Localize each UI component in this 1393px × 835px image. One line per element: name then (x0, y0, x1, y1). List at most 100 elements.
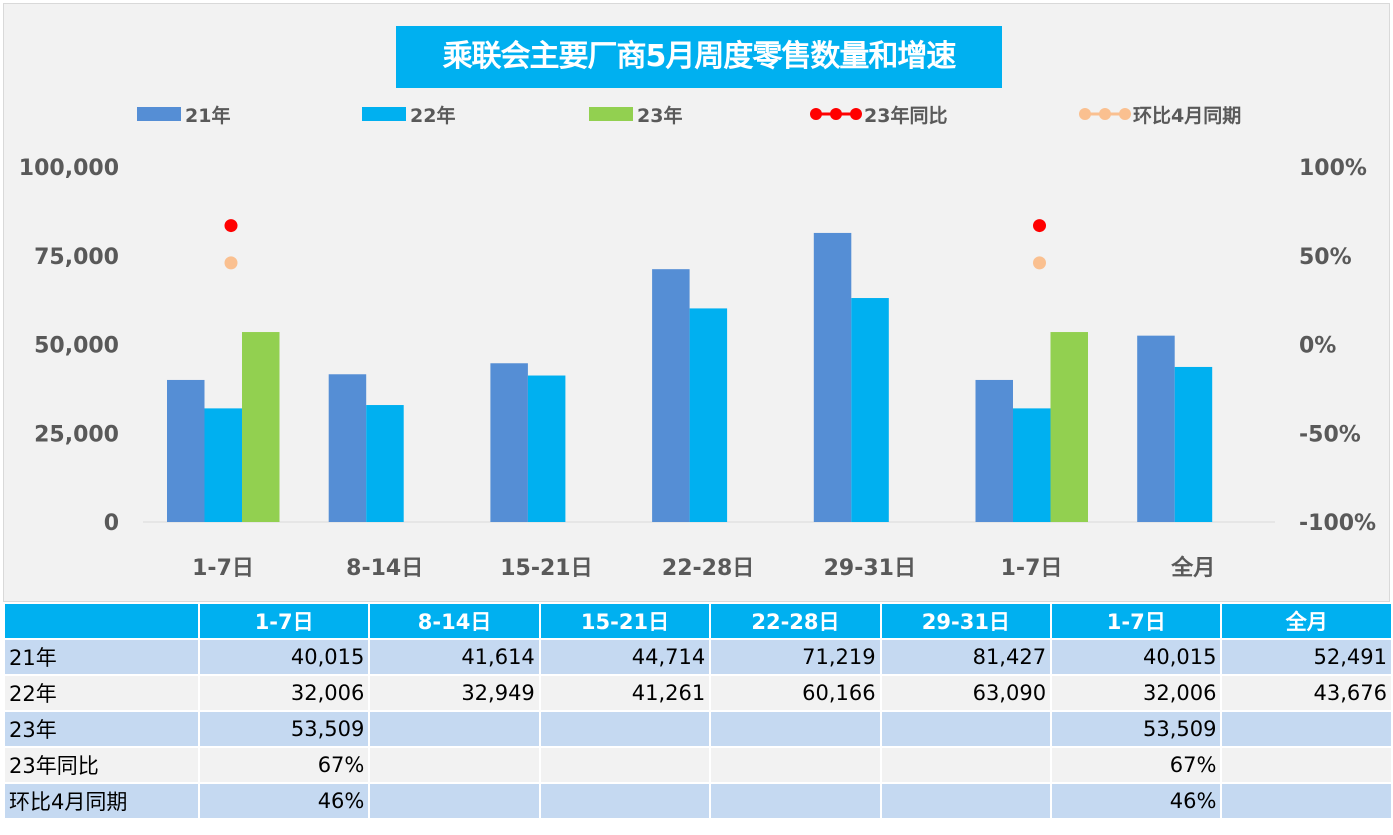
x-tick-label: 22-28日 (662, 556, 754, 581)
row-label: 22年 (5, 676, 198, 710)
legend-swatch (137, 107, 181, 121)
table-cell: 41,261 (540, 676, 710, 710)
table-cell: 1-7日 (199, 604, 369, 638)
row-label: 环比4月同期 (5, 784, 198, 818)
legend-label: 环比4月同期 (1133, 104, 1242, 127)
table-cell: 67% (199, 748, 369, 782)
table-cell: 22-28日 (711, 604, 880, 638)
marker-23年同比 (224, 219, 238, 233)
legend-label: 23年同比 (864, 104, 948, 127)
table-cell: 63,090 (881, 676, 1051, 710)
table-cell: 60,166 (711, 676, 880, 710)
bar-22年 (204, 408, 242, 522)
table-header: 1-7日 8-14日 15-21日 22-28日 29-31日 1-7日 全月 (5, 604, 1391, 638)
plot: 0 25,000 50,000 75,000 100,000 -100% -50% 0% 50%… (19, 156, 1376, 581)
table-cell (540, 712, 710, 746)
right-tick-label: -50% (1299, 422, 1361, 447)
left-tick-label: 100,000 (19, 156, 119, 181)
table-cell: 67% (1052, 748, 1221, 782)
left-tick-label: 0 (104, 511, 119, 536)
table-cell: 40,015 (1052, 640, 1221, 674)
legend-label: 21年 (185, 104, 231, 127)
legend-marker (1079, 108, 1131, 120)
bar-22年 (1174, 366, 1213, 522)
table-cell: 32,006 (1052, 676, 1221, 710)
x-tick-label: 8-14日 (346, 556, 423, 581)
marker-环比4月同期 (1033, 256, 1046, 270)
table-cell: 32,006 (199, 676, 369, 710)
table-cell (1222, 748, 1391, 782)
legend-mom: 环比4月同期 (1077, 101, 1241, 127)
row-label: 21年 (5, 640, 198, 674)
x-tick-label: 15-21日 (500, 556, 592, 581)
bar-21年 (328, 374, 367, 522)
table-cell (881, 784, 1051, 818)
bar-23年 (242, 332, 280, 522)
table-cell: 81,427 (881, 640, 1051, 674)
table-row: 23年 53,509 53,509 (5, 712, 1391, 746)
table-row: 23年同比 67% 67% (5, 748, 1391, 782)
bar-23年 (1050, 332, 1088, 522)
table-cell (540, 784, 710, 818)
marker-23年同比 (1033, 219, 1046, 233)
row-label: 23年同比 (5, 748, 198, 782)
legend-22: 22年 (362, 101, 455, 127)
x-tick-label: 1-7日 (192, 556, 254, 581)
x-tick-label: 1-7日 (1001, 556, 1063, 581)
legend-yoy: 23年同比 (808, 101, 947, 127)
row-label (5, 604, 198, 638)
table-cell: 43,676 (1222, 676, 1391, 710)
bar-21年 (167, 379, 205, 522)
right-tick-label: 50% (1299, 245, 1352, 270)
table-cell (711, 784, 880, 818)
bar-21年 (975, 379, 1013, 522)
data-table: 1-7日 8-14日 15-21日 22-28日 29-31日 1-7日 全月 21年 40,0… (3, 602, 1393, 820)
table-row: 环比4月同期 46% 46% (5, 784, 1391, 818)
table-row: 22年 32,006 32,949 41,261 60,166 63,090 32,006 4… (5, 676, 1391, 710)
legend-23: 23年 (589, 101, 682, 127)
legend-label: 23年 (637, 104, 683, 127)
table-cell (370, 784, 539, 818)
table-cell: 71,219 (711, 640, 880, 674)
left-tick-label: 75,000 (34, 245, 119, 270)
table-cell (711, 748, 880, 782)
bar-22年 (527, 375, 566, 522)
table-cell: 41,614 (370, 640, 539, 674)
x-tick-label: 29-31日 (824, 556, 916, 581)
right-tick-label: -100% (1299, 511, 1376, 536)
table-cell (1222, 712, 1391, 746)
table-cell (370, 712, 539, 746)
table-cell: 全月 (1222, 604, 1391, 638)
x-tick-label: 全月 (1170, 555, 1215, 581)
table-cell (1222, 784, 1391, 818)
bar-22年 (689, 308, 728, 522)
left-tick-label: 25,000 (34, 422, 119, 447)
table-cell: 1-7日 (1052, 604, 1221, 638)
bar-22年 (366, 405, 404, 522)
marker-环比4月同期 (224, 256, 238, 270)
table-cell: 53,509 (1052, 712, 1221, 746)
table-cell (370, 748, 539, 782)
table-cell: 46% (1052, 784, 1221, 818)
table-cell: 40,015 (199, 640, 369, 674)
table-cell (711, 712, 880, 746)
bar-22年 (851, 298, 889, 522)
bar-21年 (1137, 335, 1175, 522)
table-cell: 46% (199, 784, 369, 818)
table-cell: 44,714 (540, 640, 710, 674)
table-cell: 15-21日 (540, 604, 710, 638)
legend-swatch (589, 107, 633, 121)
chart-title: 乘联会主要厂商5月周度零售数量和增速 (396, 26, 1002, 88)
legend-label: 22年 (410, 104, 456, 127)
table-cell: 32,949 (370, 676, 539, 710)
table-cell (881, 712, 1051, 746)
bar-21年 (813, 232, 852, 522)
table-row: 21年 40,015 41,614 44,714 71,219 81,427 40,015 5… (5, 640, 1391, 674)
table-cell (540, 748, 710, 782)
bar-21年 (652, 269, 690, 522)
right-tick-label: 0% (1299, 334, 1336, 359)
row-label: 23年 (5, 712, 198, 746)
bar-22年 (1013, 408, 1051, 522)
legend-marker (810, 108, 862, 120)
legend-swatch (362, 107, 406, 121)
